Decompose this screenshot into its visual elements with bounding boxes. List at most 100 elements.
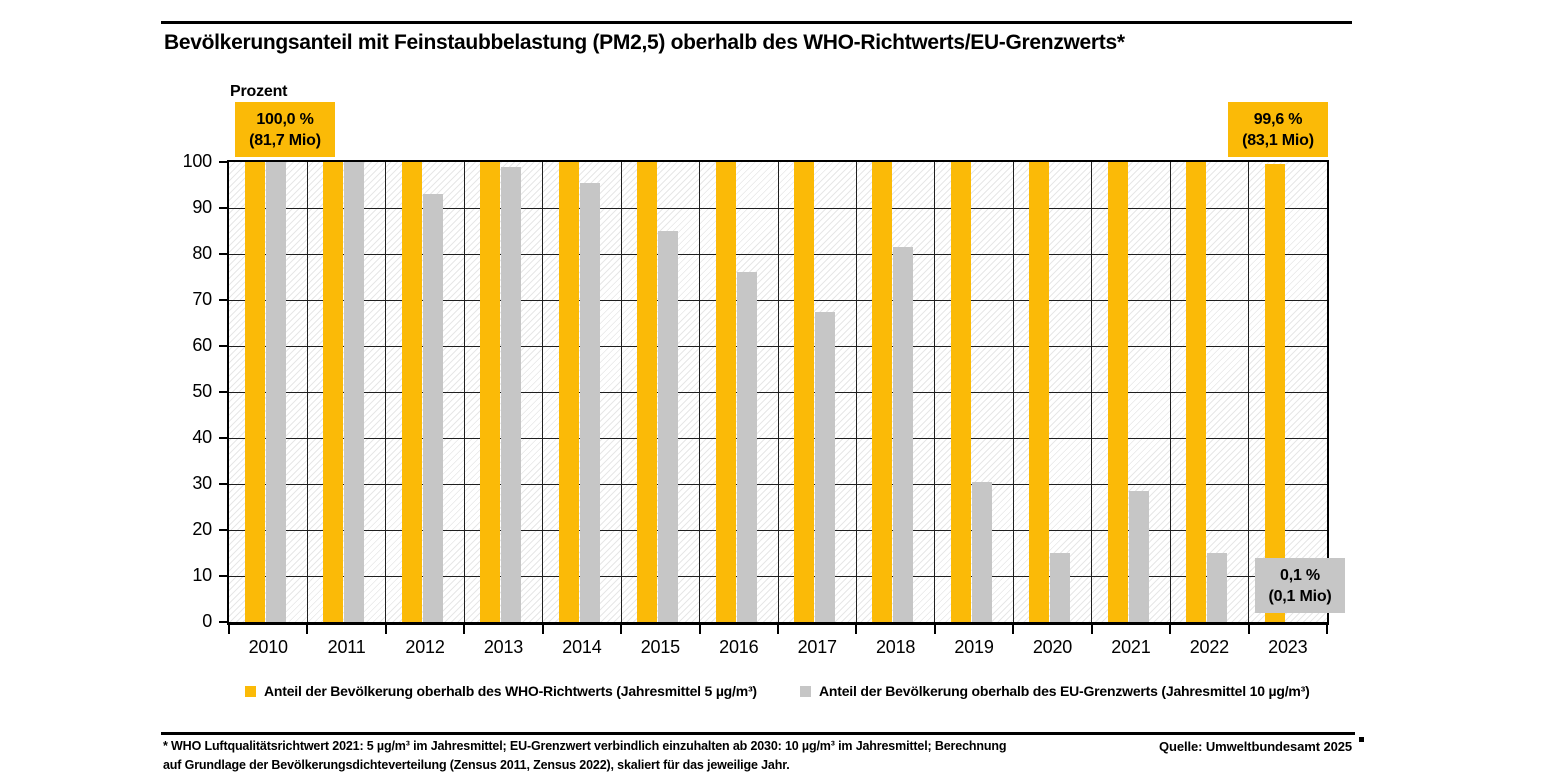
y-tick-label: 10 <box>192 565 212 585</box>
x-tick-mark <box>228 625 230 634</box>
gridline-vertical <box>1091 162 1093 622</box>
bar-eu-2010 <box>266 162 286 622</box>
bar-who-2019 <box>950 162 971 622</box>
x-tick-mark <box>777 625 779 634</box>
gridline-vertical <box>934 162 936 622</box>
callout-eu-2023-value: 0,1 % <box>1280 566 1320 584</box>
x-tick-mark <box>1169 625 1172 634</box>
x-tick-mark <box>1326 625 1328 634</box>
callout-who-2023-population: (83,1 Mio) <box>1242 131 1314 149</box>
gridline-vertical <box>1248 162 1250 622</box>
y-axis-title: Prozent <box>230 83 288 100</box>
axis-y-line <box>227 160 229 625</box>
y-tick-label: 20 <box>192 519 212 539</box>
bar-who-2015 <box>637 162 658 622</box>
gridline-vertical <box>385 162 387 622</box>
bar-who-2021 <box>1107 162 1128 622</box>
bar-who-2014 <box>558 162 579 622</box>
bar-who-2022 <box>1186 162 1207 622</box>
bar-who-2010 <box>245 162 265 622</box>
footnote-line-1: * WHO Luftqualitätsrichtwert 2021: 5 µg/… <box>163 739 1007 753</box>
y-tick-mark <box>219 299 227 301</box>
x-tick-label: 2013 <box>483 637 524 657</box>
callout-who-2023: 99,6 % (83,1 Mio) <box>1228 102 1328 157</box>
bar-eu-2021 <box>1128 490 1149 622</box>
x-tick-mark <box>933 625 936 634</box>
x-tick-mark <box>698 625 701 634</box>
gridline-vertical <box>1169 162 1171 622</box>
callout-eu-2023: 0,1 % (0,1 Mio) <box>1255 558 1345 613</box>
y-tick-label: 70 <box>192 289 212 309</box>
x-tick-label: 2017 <box>797 637 837 657</box>
plot-top-border <box>227 160 1329 162</box>
callout-eu-2023-population: (0,1 Mio) <box>1268 587 1332 605</box>
x-tick-mark <box>384 625 387 634</box>
bar-who-2023 <box>1264 163 1285 622</box>
gridline-vertical <box>699 162 701 622</box>
footnote: * WHO Luftqualitätsrichtwert 2021: 5 µg/… <box>163 737 1006 775</box>
x-tick-label: 2021 <box>1111 637 1151 657</box>
callout-who-2010: 100,0 % (81,7 Mio) <box>235 102 335 157</box>
y-tick-mark <box>219 437 227 439</box>
legend-item-eu: Anteil der Bevölkerung oberhalb des EU-G… <box>800 683 1310 699</box>
callout-who-2023-value: 99,6 % <box>1253 110 1303 128</box>
y-tick-mark <box>219 391 227 393</box>
callout-who-2010-value: 100,0 % <box>256 110 314 128</box>
gridline-vertical <box>1012 162 1014 622</box>
y-tick-mark <box>219 161 227 163</box>
x-tick-mark <box>463 625 466 634</box>
bar-eu-2014 <box>579 182 600 622</box>
y-tick-label: 30 <box>192 473 212 493</box>
x-tick-mark <box>306 625 309 634</box>
bar-who-2013 <box>480 162 501 622</box>
bar-eu-2020 <box>1050 553 1071 622</box>
x-tick-label: 2014 <box>562 637 602 657</box>
gridline-vertical <box>306 162 308 622</box>
y-tick-mark <box>219 253 227 255</box>
legend-eu-swatch-icon <box>800 685 811 697</box>
bar-eu-2012 <box>422 194 443 622</box>
x-tick-mark <box>620 625 623 634</box>
page-title: Bevölkerungsanteil mit Feinstaubbelastun… <box>164 31 1125 54</box>
source-end-marker-icon <box>1359 737 1364 742</box>
legend-eu-label: Anteil der Bevölkerung oberhalb des EU-G… <box>819 683 1310 699</box>
x-tick-label: 2022 <box>1189 637 1229 657</box>
y-tick-mark <box>219 575 227 577</box>
y-tick-mark <box>219 483 227 485</box>
y-tick-label: 0 <box>202 611 212 631</box>
legend-who-swatch-icon <box>245 685 256 697</box>
bar-eu-2013 <box>501 166 522 622</box>
bar-eu-2018 <box>893 247 914 622</box>
legend-who-label: Anteil der Bevölkerung oberhalb des WHO-… <box>264 683 757 699</box>
bar-eu-2019 <box>971 481 992 622</box>
x-tick-mark <box>541 625 544 634</box>
bar-who-2020 <box>1029 162 1050 622</box>
x-tick-mark <box>1247 625 1250 634</box>
bar-who-2018 <box>872 162 893 622</box>
bar-who-2016 <box>715 162 736 622</box>
gridline-vertical <box>855 162 857 622</box>
y-tick-label: 40 <box>192 427 212 447</box>
x-tick-mark <box>855 625 858 634</box>
source-label: Quelle: Umweltbundesamt 2025 <box>1159 739 1352 754</box>
bar-eu-2016 <box>736 272 757 622</box>
top-rule <box>161 21 1352 24</box>
bar-who-2012 <box>401 162 422 622</box>
x-tick-label: 2016 <box>719 637 759 657</box>
y-tick-label: 60 <box>192 335 212 355</box>
x-tick-label: 2015 <box>640 637 680 657</box>
y-tick-mark <box>219 207 227 209</box>
x-tick-label: 2010 <box>248 637 288 657</box>
y-tick-label: 80 <box>192 243 212 263</box>
x-tick-mark <box>1090 625 1093 634</box>
bar-who-2011 <box>323 162 344 622</box>
gridline-vertical <box>620 162 622 622</box>
x-tick-label: 2019 <box>954 637 994 657</box>
x-tick-label: 2023 <box>1268 637 1308 657</box>
footnote-line-2: auf Grundlage der Bevölkerungsdichtevert… <box>163 758 790 772</box>
y-tick-mark <box>219 345 227 347</box>
y-tick-label: 90 <box>192 197 212 217</box>
x-tick-label: 2012 <box>405 637 445 657</box>
